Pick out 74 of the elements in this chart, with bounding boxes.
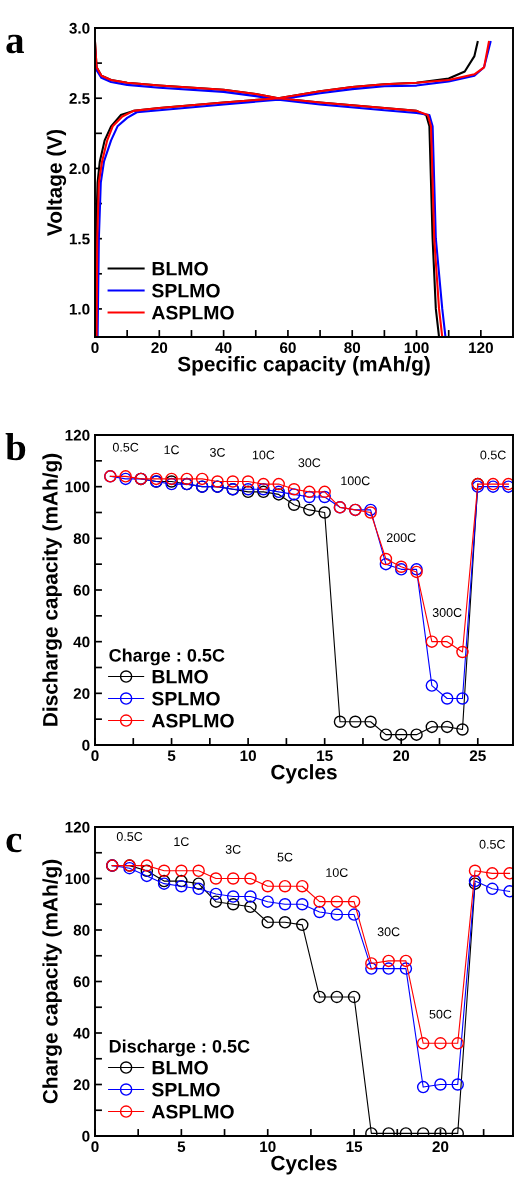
annotation: 200C bbox=[386, 533, 416, 543]
x-tick-label: 20 bbox=[151, 342, 168, 354]
y-tick-label: 0 bbox=[82, 1130, 90, 1142]
x-tick-label: 15 bbox=[317, 750, 333, 762]
y-tick-label: 100 bbox=[65, 873, 90, 885]
legend-label: ASPLMO bbox=[151, 1104, 234, 1119]
annotation: 300C bbox=[432, 608, 462, 617]
y-tick-label: 1.0 bbox=[69, 303, 90, 315]
legend-label: ASPLMO bbox=[151, 305, 234, 320]
x-tick-label: 10 bbox=[240, 750, 256, 762]
x-tick-label: 5 bbox=[177, 1141, 186, 1153]
x-tick-label: 0 bbox=[91, 750, 99, 762]
x-tick-label: 10 bbox=[260, 1141, 276, 1153]
y-tick-label: 40 bbox=[73, 1027, 90, 1039]
annotation: 3C bbox=[209, 447, 225, 457]
x-tick-label: 120 bbox=[469, 342, 493, 354]
annotation: 0.5C bbox=[479, 839, 505, 849]
y-tick-label: 3.0 bbox=[69, 22, 90, 34]
annotation: 3C bbox=[225, 844, 241, 854]
chart-title: a bbox=[6, 34, 24, 54]
x-tick-label: 20 bbox=[432, 1141, 449, 1153]
legend-title: Charge : 0.5C bbox=[109, 648, 225, 666]
legend-label: SPLMO bbox=[151, 691, 220, 706]
y-axis-title: Charge capacity (mAh/g) bbox=[42, 859, 62, 1104]
legend-label: SPLMO bbox=[151, 283, 220, 298]
y-tick-label: 80 bbox=[73, 533, 90, 545]
x-tick-label: 100 bbox=[404, 342, 429, 354]
annotation: 30C bbox=[377, 927, 400, 937]
annotation: 1C bbox=[164, 445, 180, 455]
chart-title: c bbox=[6, 833, 22, 853]
y-tick-label: 1.5 bbox=[69, 233, 90, 245]
x-tick-label: 40 bbox=[215, 342, 232, 354]
x-tick-label: 20 bbox=[393, 750, 410, 762]
annotation: 0.5C bbox=[112, 442, 139, 452]
y-tick-label: 40 bbox=[73, 636, 90, 648]
x-tick-label: 0 bbox=[91, 342, 99, 354]
annotation: 0.5C bbox=[480, 450, 506, 460]
y-tick-label: 2.5 bbox=[69, 93, 90, 104]
y-tick-label: 20 bbox=[73, 688, 90, 700]
legend-title: Discharge : 0.5C bbox=[109, 1039, 250, 1057]
x-tick-label: 25 bbox=[469, 750, 486, 762]
legend-label: SPLMO bbox=[151, 1082, 220, 1097]
x-tick-label: 80 bbox=[344, 342, 361, 354]
x-tick-label: 0 bbox=[91, 1141, 99, 1153]
y-axis-title: Voltage (V) bbox=[46, 129, 67, 236]
chart-title: b bbox=[5, 433, 26, 461]
y-tick-label: 120 bbox=[65, 429, 90, 441]
y-tick-label: 80 bbox=[73, 924, 90, 936]
y-tick-label: 0 bbox=[82, 739, 90, 751]
annotation: 10C bbox=[326, 868, 348, 877]
y-tick-label: 100 bbox=[65, 481, 90, 493]
y-tick-label: 60 bbox=[73, 584, 90, 596]
x-axis-title: Specific capacity (mAh/g) bbox=[177, 356, 430, 376]
annotation: 50C bbox=[429, 1009, 452, 1019]
legend-label: ASPLMO bbox=[151, 713, 234, 728]
y-tick-label: 60 bbox=[73, 976, 90, 988]
y-tick-label: 20 bbox=[73, 1079, 90, 1091]
annotation: 30C bbox=[298, 458, 321, 468]
annotation: 0.5C bbox=[116, 832, 143, 841]
x-axis-title: Cycles bbox=[271, 764, 337, 784]
annotation: 10C bbox=[252, 450, 275, 460]
x-tick-label: 5 bbox=[167, 750, 176, 762]
y-tick-label: 2.0 bbox=[69, 163, 90, 175]
y-axis-title: Discharge capacity (mAh/g) bbox=[42, 453, 62, 726]
annotation: 5C bbox=[277, 852, 293, 862]
annotation: 100C bbox=[341, 476, 370, 486]
annotation: 1C bbox=[174, 837, 189, 847]
x-tick-label: 60 bbox=[279, 342, 296, 354]
legend-label: BLMO bbox=[152, 261, 208, 276]
legend-label: BLMO bbox=[152, 669, 208, 684]
y-tick-label: 120 bbox=[65, 821, 90, 833]
x-axis-title: Cycles bbox=[271, 1155, 337, 1175]
legend-label: BLMO bbox=[152, 1060, 208, 1075]
x-tick-label: 15 bbox=[346, 1141, 363, 1153]
